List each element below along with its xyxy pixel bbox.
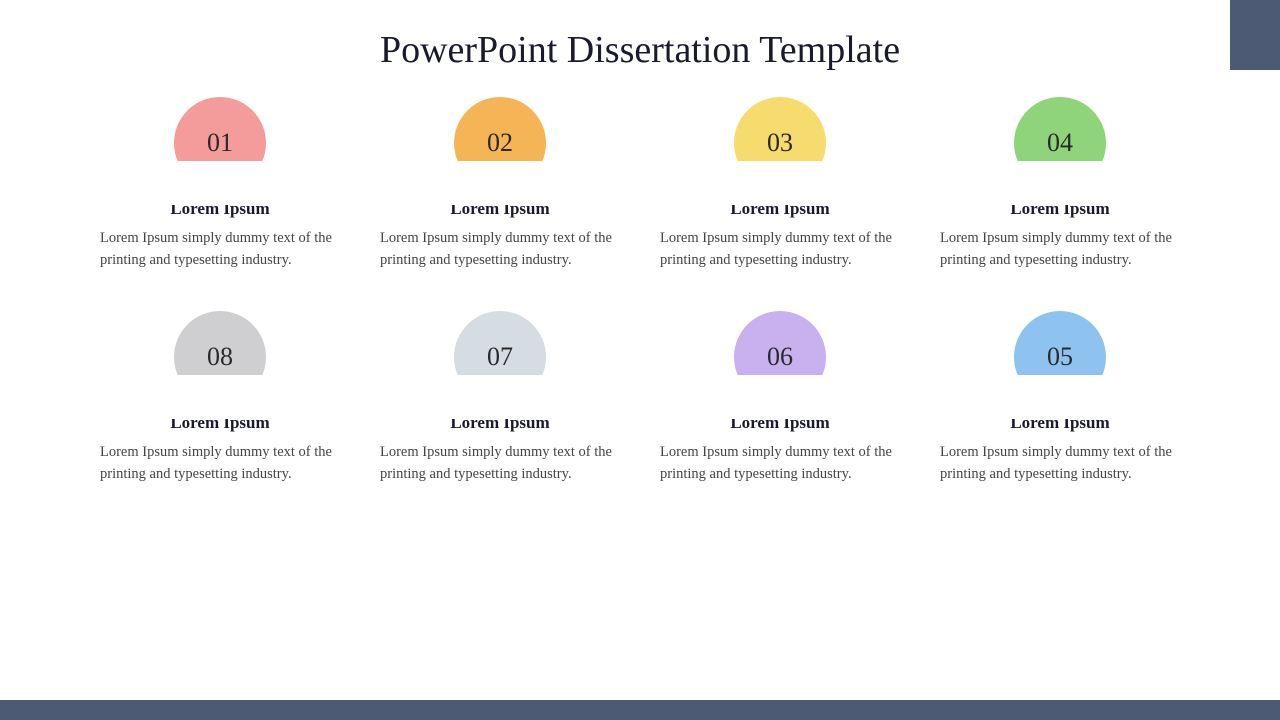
circle-mask bbox=[940, 161, 1180, 205]
circle-wrap: 03 bbox=[660, 97, 900, 175]
circle-wrap: 06 bbox=[660, 311, 900, 389]
desc-04: Lorem Ipsum simply dummy text of the pri… bbox=[940, 227, 1180, 272]
desc-08: Lorem Ipsum simply dummy text of the pri… bbox=[100, 441, 340, 486]
items-grid: 01 Lorem Ipsum Lorem Ipsum simply dummy … bbox=[0, 82, 1280, 486]
item-05: 05 Lorem Ipsum Lorem Ipsum simply dummy … bbox=[940, 311, 1180, 485]
circle-mask bbox=[100, 161, 340, 205]
accent-block bbox=[1230, 0, 1280, 70]
circle-mask bbox=[660, 161, 900, 205]
page-title: PowerPoint Dissertation Template bbox=[0, 0, 1280, 82]
circle-mask bbox=[940, 375, 1180, 419]
item-03: 03 Lorem Ipsum Lorem Ipsum simply dummy … bbox=[660, 97, 900, 271]
circle-mask bbox=[380, 161, 620, 205]
desc-05: Lorem Ipsum simply dummy text of the pri… bbox=[940, 441, 1180, 486]
item-07: 07 Lorem Ipsum Lorem Ipsum simply dummy … bbox=[380, 311, 620, 485]
item-08: 08 Lorem Ipsum Lorem Ipsum simply dummy … bbox=[100, 311, 340, 485]
circle-wrap: 08 bbox=[100, 311, 340, 389]
item-04: 04 Lorem Ipsum Lorem Ipsum simply dummy … bbox=[940, 97, 1180, 271]
circle-mask bbox=[660, 375, 900, 419]
circle-wrap: 05 bbox=[940, 311, 1180, 389]
desc-02: Lorem Ipsum simply dummy text of the pri… bbox=[380, 227, 620, 272]
bottom-bar bbox=[0, 700, 1280, 720]
item-06: 06 Lorem Ipsum Lorem Ipsum simply dummy … bbox=[660, 311, 900, 485]
circle-wrap: 04 bbox=[940, 97, 1180, 175]
desc-03: Lorem Ipsum simply dummy text of the pri… bbox=[660, 227, 900, 272]
item-02: 02 Lorem Ipsum Lorem Ipsum simply dummy … bbox=[380, 97, 620, 271]
desc-06: Lorem Ipsum simply dummy text of the pri… bbox=[660, 441, 900, 486]
circle-mask bbox=[380, 375, 620, 419]
circle-mask bbox=[100, 375, 340, 419]
desc-07: Lorem Ipsum simply dummy text of the pri… bbox=[380, 441, 620, 486]
circle-wrap: 02 bbox=[380, 97, 620, 175]
circle-wrap: 07 bbox=[380, 311, 620, 389]
desc-01: Lorem Ipsum simply dummy text of the pri… bbox=[100, 227, 340, 272]
item-01: 01 Lorem Ipsum Lorem Ipsum simply dummy … bbox=[100, 97, 340, 271]
circle-wrap: 01 bbox=[100, 97, 340, 175]
